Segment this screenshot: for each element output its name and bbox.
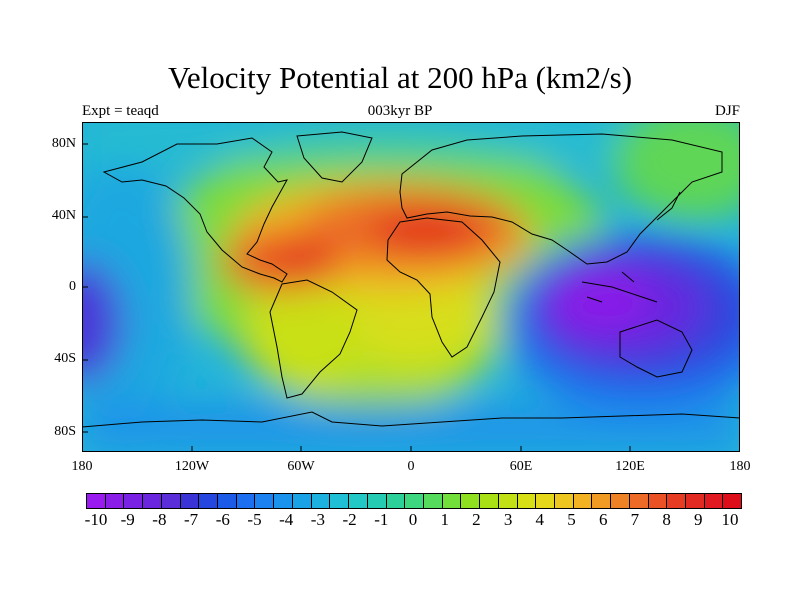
colorbar-label: 10 bbox=[721, 510, 739, 529]
coast-eurasia bbox=[399, 133, 723, 265]
period-label: 003kyr BP bbox=[367, 103, 433, 119]
colorbar-label: 5 bbox=[567, 510, 576, 529]
colorbar-label: -7 bbox=[184, 510, 199, 529]
coast-japan bbox=[656, 191, 681, 221]
colorbar-label: 0 bbox=[408, 510, 418, 529]
colorbar-swatch bbox=[311, 494, 331, 508]
colorbar-label: -4 bbox=[279, 510, 294, 529]
colorbar-swatch bbox=[629, 494, 649, 508]
lat-label-80n: 80N bbox=[51, 136, 76, 151]
lat-label-80s: 80S bbox=[54, 424, 76, 439]
colorbar-label: -2 bbox=[342, 510, 357, 529]
colorbar-label: 4 bbox=[535, 510, 545, 529]
experiment-label: Expt = teaqd bbox=[82, 103, 159, 119]
colorbar-label: 8 bbox=[662, 510, 671, 529]
colorbar-swatch bbox=[274, 494, 293, 508]
colorbar-swatch bbox=[255, 494, 275, 508]
coast-africa bbox=[386, 217, 501, 358]
coast-north-america bbox=[102, 137, 288, 283]
lon-label-180e: 180 bbox=[729, 459, 751, 474]
colorbar-swatch bbox=[386, 494, 406, 508]
colorbar-swatch bbox=[686, 494, 705, 508]
colorbar-swatch bbox=[442, 494, 462, 508]
colorbar-swatch bbox=[161, 494, 181, 508]
colorbar-swatch bbox=[592, 494, 612, 508]
coast-antarctica bbox=[82, 411, 740, 428]
colorbar-label: 9 bbox=[694, 510, 703, 529]
coastlines bbox=[82, 131, 740, 428]
colorbar-labels: -10 -9 -8 -7 -6 -5 -4 -3 -2 -1 0 1 2 3 4 5 6 7 8 9 10 bbox=[85, 510, 740, 530]
colorbar-label: 7 bbox=[630, 510, 640, 529]
colorbar-label: -3 bbox=[310, 510, 325, 529]
coast-maritime-continent bbox=[581, 271, 658, 303]
colorbar-swatch bbox=[423, 494, 443, 508]
map-title: Velocity Potential at 200 hPa (km2/s) bbox=[167, 60, 633, 95]
lon-label-180w: 180 bbox=[71, 459, 93, 474]
colorbar-swatch bbox=[405, 494, 424, 508]
season-label: DJF bbox=[714, 103, 740, 119]
lat-label-40n: 40N bbox=[51, 208, 76, 223]
colorbar-label: 3 bbox=[503, 510, 513, 529]
colorbar-label: 6 bbox=[598, 510, 608, 529]
lon-label-120e: 120E bbox=[615, 459, 645, 474]
colorbar-swatch bbox=[349, 494, 368, 508]
colorbar-swatch bbox=[723, 494, 742, 508]
colorbar-label: -6 bbox=[215, 510, 230, 529]
colorbar-label: -10 bbox=[84, 510, 108, 529]
colorbar bbox=[86, 493, 742, 509]
colorbar-label: -1 bbox=[374, 510, 389, 529]
colorbar-swatch bbox=[517, 494, 537, 508]
colorbar-swatch bbox=[536, 494, 555, 508]
colorbar-swatch bbox=[236, 494, 256, 508]
colorbar-swatch bbox=[199, 494, 219, 508]
colorbar-swatch bbox=[87, 494, 106, 508]
colorbar-swatch bbox=[611, 494, 630, 508]
coast-south-america bbox=[269, 279, 358, 399]
coast-australia bbox=[619, 319, 693, 378]
colorbar-swatch bbox=[218, 494, 237, 508]
colorbar-swatch bbox=[330, 494, 350, 508]
colorbar-swatch bbox=[667, 494, 686, 508]
colorbar-swatch bbox=[292, 494, 312, 508]
lon-label-60w: 60W bbox=[287, 459, 315, 474]
colorbar-swatch bbox=[480, 494, 499, 508]
colorbar-swatch bbox=[573, 494, 593, 508]
colorbar-swatch bbox=[461, 494, 481, 508]
colorbar-label: -5 bbox=[247, 510, 262, 529]
colorbar-swatch bbox=[180, 494, 200, 508]
lat-label-0: 0 bbox=[69, 279, 76, 294]
colorbar-swatch bbox=[554, 494, 574, 508]
colorbar-swatch bbox=[143, 494, 162, 508]
colorbar-label: -9 bbox=[120, 510, 135, 529]
velocity-field bbox=[82, 122, 740, 452]
lon-label-120w: 120W bbox=[174, 459, 210, 474]
colorbar-label: -8 bbox=[152, 510, 167, 529]
coast-greenland bbox=[296, 131, 373, 183]
colorbar-swatch bbox=[367, 494, 387, 508]
lat-label-40s: 40S bbox=[54, 351, 76, 366]
velocity-potential-map bbox=[82, 122, 740, 452]
colorbar-swatch bbox=[648, 494, 668, 508]
lon-label-60e: 60E bbox=[509, 459, 533, 474]
colorbar-label: 2 bbox=[472, 510, 481, 529]
colorbar-swatch bbox=[105, 494, 125, 508]
lon-label-0: 0 bbox=[407, 459, 415, 474]
map-panel bbox=[82, 122, 740, 452]
axis-ticks bbox=[82, 143, 631, 452]
colorbar-label: 1 bbox=[440, 510, 449, 529]
colorbar-swatch bbox=[124, 494, 144, 508]
colorbar-swatch bbox=[704, 494, 724, 508]
colorbar-swatch bbox=[498, 494, 518, 508]
